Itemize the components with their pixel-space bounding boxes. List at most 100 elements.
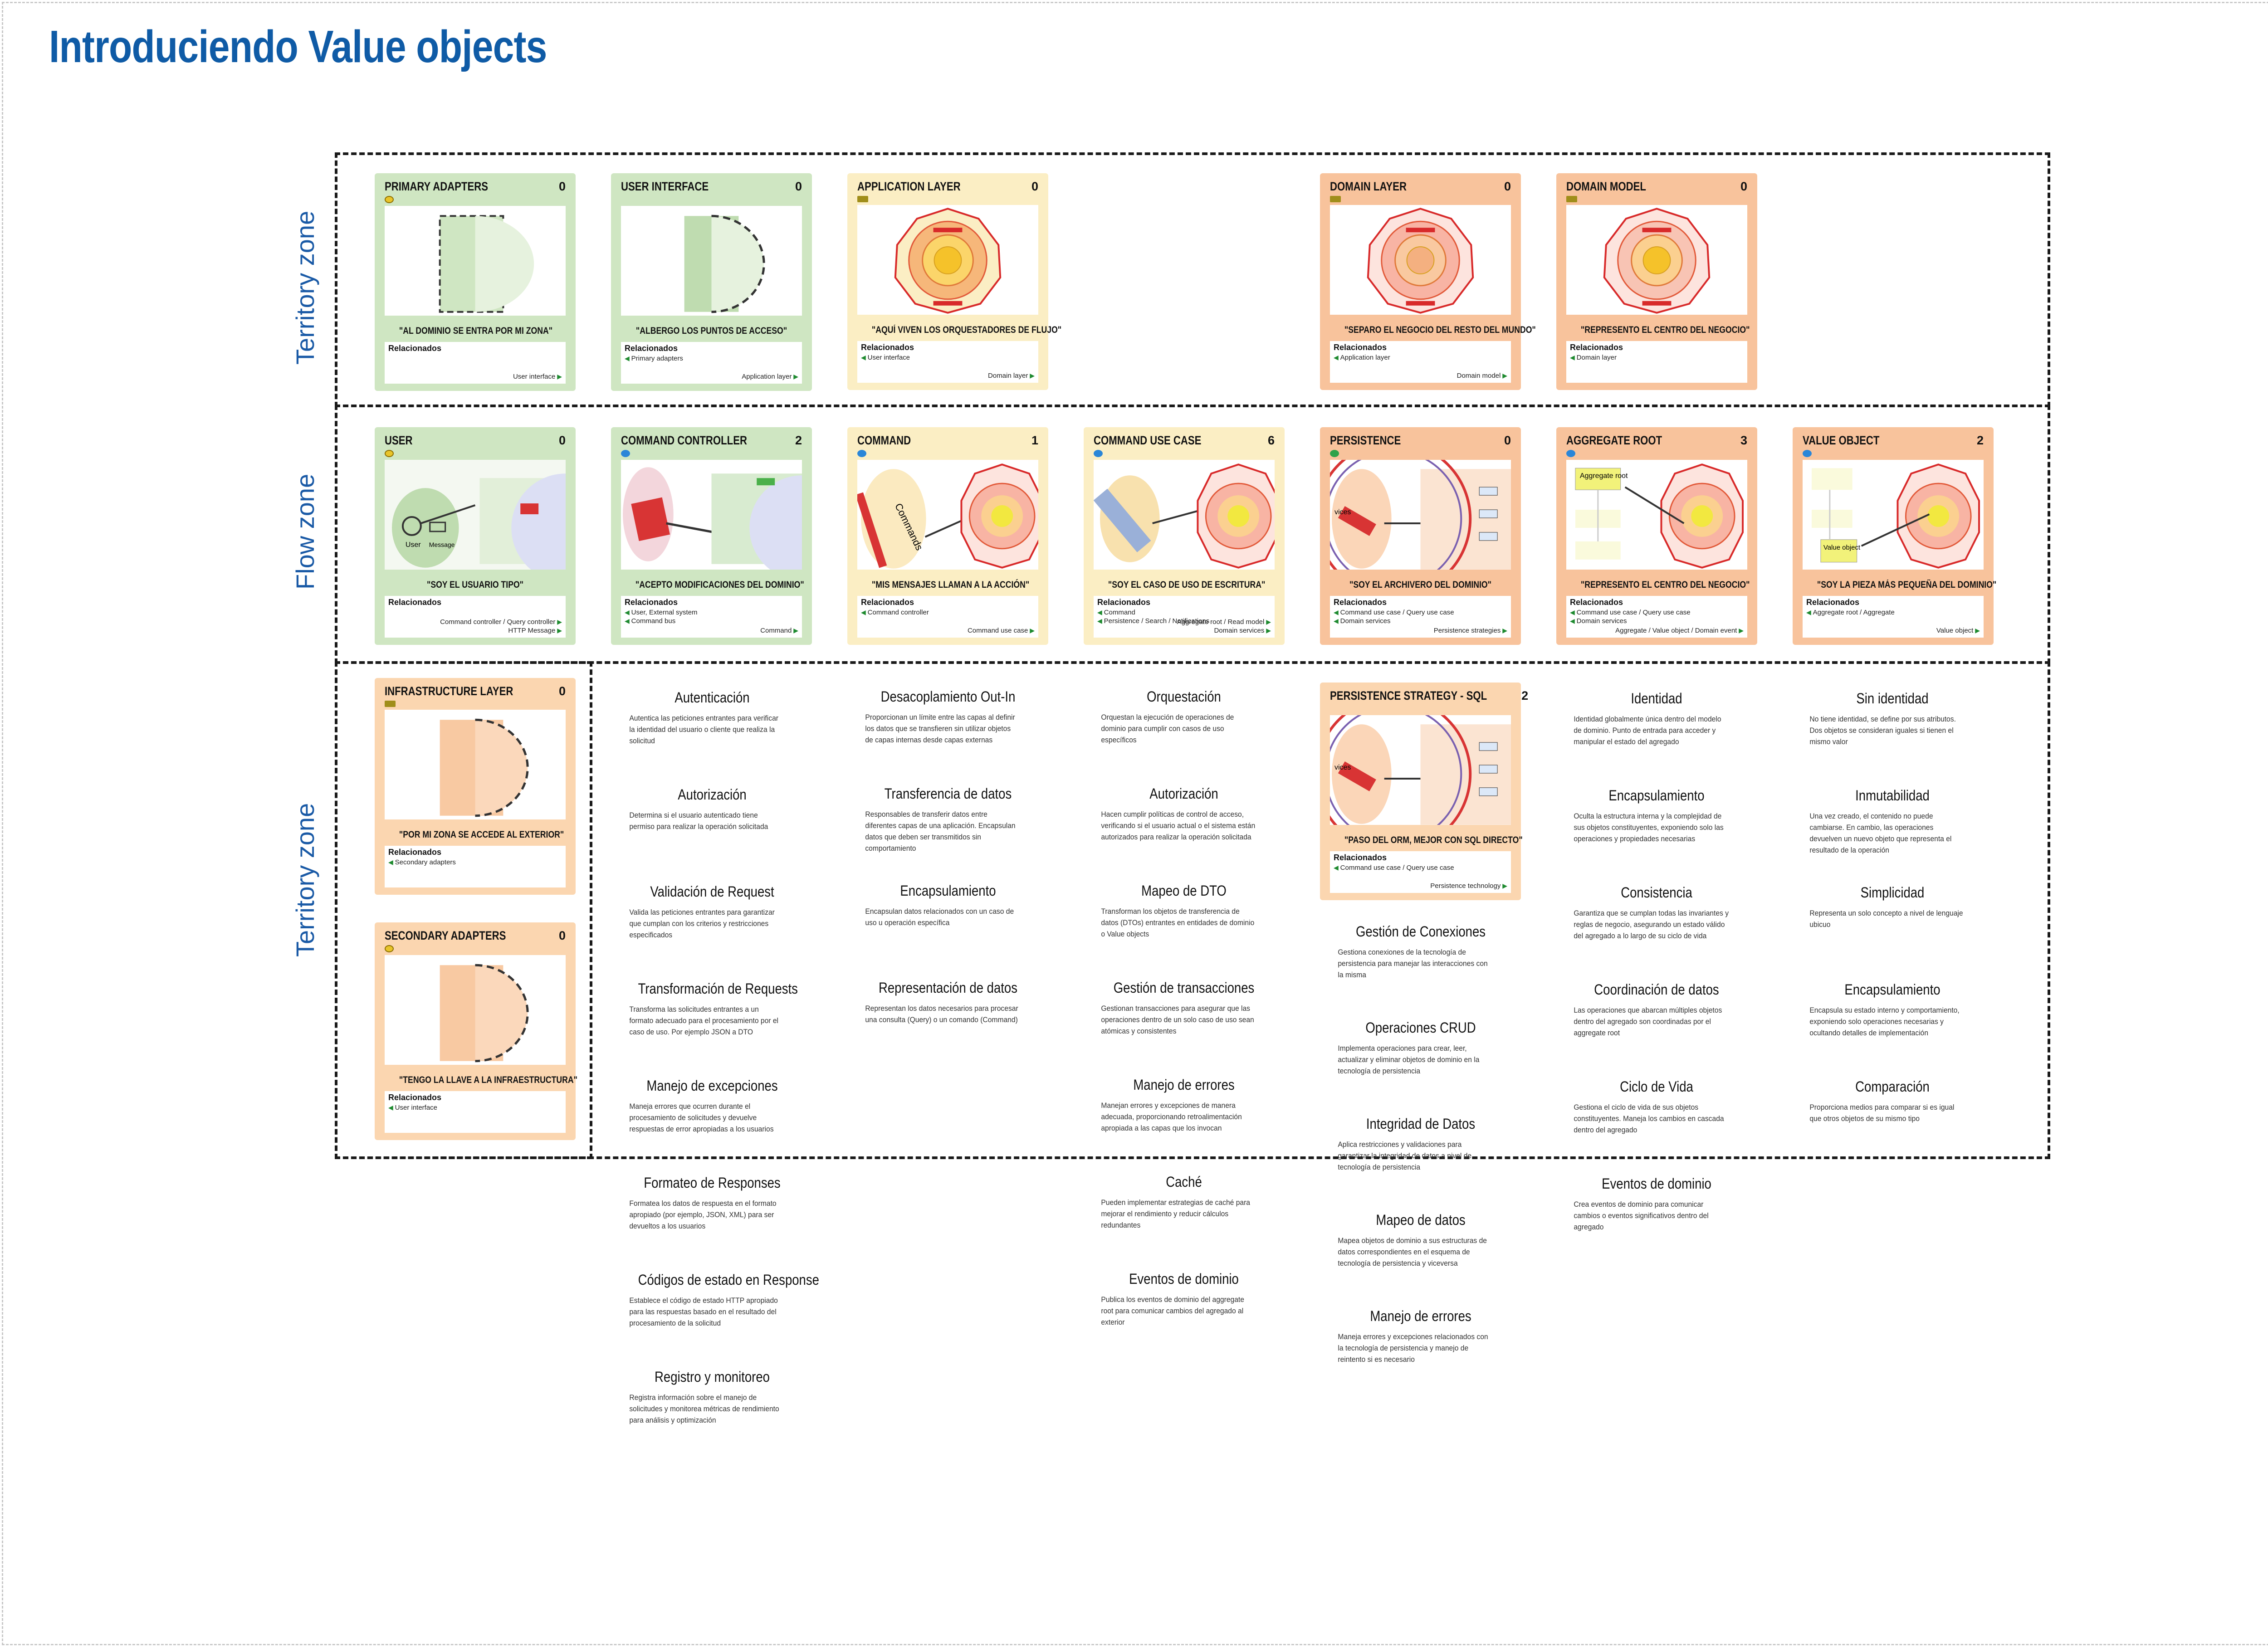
note-text: Responsables de transferir datos entre d… [865, 810, 1016, 853]
note-text: Formatea los datos de respuesta en el fo… [629, 1199, 777, 1230]
related-left-link[interactable]: Secondary adapters [388, 858, 456, 866]
related-right-link[interactable]: Domain layer [988, 372, 1035, 380]
note-col6[interactable]: Sin identidad No tiene identidad, se def… [1806, 690, 1979, 747]
note-col1[interactable]: Códigos de estado en Response Establece … [626, 1272, 819, 1329]
related-right-link[interactable]: Persistence technology [1430, 882, 1507, 890]
note-col1[interactable]: Formateo de Responses Formatea los datos… [626, 1175, 798, 1232]
related-right-link[interactable]: Command [760, 627, 798, 634]
note-title: Ciclo de Vida [1620, 1078, 1693, 1095]
related-left-link[interactable]: Command [1097, 609, 1135, 616]
related-right-link[interactable]: Application layer [742, 373, 798, 380]
note-col4[interactable]: Manejo de errores Maneja errores y excep… [1334, 1308, 1507, 1365]
note-col3[interactable]: Orquestación Orquestan la ejecución de o… [1098, 688, 1270, 746]
card-value-object[interactable]: VALUE OBJECT 2 Value object "SOY LA PIEZ… [1793, 427, 1996, 645]
note-col1[interactable]: Registro y monitoreo Registra informació… [626, 1369, 798, 1426]
note-col4[interactable]: Operaciones CRUD Implementa operaciones … [1334, 1019, 1507, 1077]
note-col6[interactable]: Encapsulamiento Encapsula su estado inte… [1806, 981, 1979, 1039]
note-col5[interactable]: Identidad Identidad globalmente única de… [1570, 690, 1743, 747]
note-col4[interactable]: Integridad de Datos Aplica restricciones… [1334, 1116, 1507, 1173]
related-left-link[interactable]: Domain layer [1570, 354, 1617, 361]
note-col6[interactable]: Simplicidad Representa un solo concepto … [1806, 884, 1979, 930]
note-col3[interactable]: Gestión de transacciones Gestionan trans… [1098, 980, 1270, 1037]
card-related-box: Relacionados User interface [385, 342, 566, 384]
related-left-link[interactable]: Primary adapters [625, 355, 683, 362]
note-col2[interactable]: Encapsulamiento Encapsulan datos relacio… [862, 883, 1034, 928]
note-col5[interactable]: Coordinación de datos Las operaciones qu… [1570, 981, 1743, 1039]
related-left-link[interactable]: Aggregate root / Aggregate [1806, 609, 1895, 616]
card-command-controller[interactable]: COMMAND CONTROLLER 2 "ACEPTO MODIFICACIO… [611, 427, 812, 645]
related-right-link[interactable]: User interface [513, 373, 562, 380]
related-right-link[interactable]: Aggregate / Value object / Domain event [1615, 627, 1744, 634]
related-heading: Relacionados [388, 1093, 442, 1102]
note-col3[interactable]: Mapeo de DTO Transforman los objetos de … [1098, 883, 1270, 940]
card-domain-layer[interactable]: DOMAIN LAYER 0 "SEPARO EL NEGOCIO DEL RE… [1320, 173, 1536, 390]
related-left-link[interactable]: Command controller [861, 609, 929, 616]
related-right-link[interactable]: Command controller / Query controller [440, 618, 562, 626]
card-quote: "TENGO LA LLAVE A LA INFRAESTRUCTURA" [399, 1075, 577, 1085]
related-left-link[interactable]: Command use case / Query use case [1334, 609, 1454, 616]
card-quote: "SOY EL ARCHIVERO DEL DOMINIO" [1349, 580, 1492, 590]
related-left-link[interactable]: User interface [388, 1104, 437, 1112]
card-related-box: Relacionados Secondary adapters [385, 846, 566, 887]
note-col1[interactable]: Autenticación Autentica las peticiones e… [626, 689, 798, 746]
note-col2[interactable]: Transferencia de datos Responsables de t… [862, 785, 1034, 854]
note-col3[interactable]: Eventos de dominio Publica los eventos d… [1098, 1271, 1270, 1328]
note-col5[interactable]: Eventos de dominio Crea eventos de domin… [1570, 1175, 1743, 1233]
note-col1[interactable]: Autorización Determina si el usuario aut… [626, 786, 798, 832]
note-col1[interactable]: Transformación de Requests Transforma la… [626, 980, 798, 1038]
related-right-link[interactable]: Persistence strategies [1434, 627, 1507, 634]
card-persistence-strategy-sql[interactable]: PERSISTENCE STRATEGY - SQL 2 vices "PASO… [1320, 683, 1528, 900]
card-count: 0 [1504, 434, 1511, 447]
note-col4[interactable]: Gestión de Conexiones Gestiona conexione… [1334, 923, 1507, 980]
related-left-link[interactable]: Application layer [1334, 354, 1390, 361]
note-col6[interactable]: Comparación Proporciona medios para comp… [1806, 1078, 1979, 1124]
note-col2[interactable]: Representación de datos Representan los … [862, 980, 1034, 1025]
card-count: 0 [558, 929, 566, 942]
related-left-link[interactable]: Command use case / Query use case [1334, 864, 1454, 872]
card-secondary-adapters[interactable]: SECONDARY ADAPTERS 0 "TENGO LA LLAVE A L… [375, 922, 577, 1140]
related-right-link[interactable]: HTTP Message [508, 627, 562, 634]
note-text: Transforman los objetos de transferencia… [1101, 907, 1255, 938]
card-command[interactable]: COMMAND 1 Commands "MIS MENSAJES LLAMAN … [847, 427, 1048, 645]
note-col3[interactable]: Autorización Hacen cumplir políticas de … [1098, 785, 1270, 843]
related-left-link[interactable]: User interface [861, 354, 910, 361]
folder-icon [1330, 196, 1341, 202]
card-application-layer[interactable]: APPLICATION LAYER 0 "AQUÍ VIVEN LOS ORQU… [847, 173, 1061, 390]
card-aggregate-root[interactable]: AGGREGATE ROOT 3 Aggregate root "REPRESE… [1556, 427, 1757, 645]
related-left-link[interactable]: User, External system [625, 609, 698, 616]
card-user-interface[interactable]: USER INTERFACE 0 "ALBERGO LOS PUNTOS DE … [611, 173, 812, 391]
related-heading: Relacionados [1570, 343, 1623, 352]
related-right-link[interactable]: Command use case [968, 627, 1035, 634]
card-related-box: Relacionados User interface Domain layer [857, 341, 1038, 383]
note-col1[interactable]: Manejo de excepciones Maneja errores que… [626, 1078, 798, 1135]
related-left-link[interactable]: Domain services [1334, 617, 1391, 625]
card-persistence[interactable]: PERSISTENCE 0 vices "SOY EL ARCHIVERO DE… [1320, 427, 1521, 645]
page-title: Introduciendo Value objects [49, 21, 547, 72]
related-left-link[interactable]: Domain services [1570, 617, 1627, 625]
related-right-link[interactable]: Value object [1936, 627, 1980, 634]
note-col3[interactable]: Caché Pueden implementar estrategias de … [1098, 1174, 1270, 1231]
note-col5[interactable]: Ciclo de Vida Gestiona el ciclo de vida … [1570, 1078, 1743, 1136]
note-col5[interactable]: Consistencia Garantiza que se cumplan to… [1570, 884, 1743, 941]
card-domain-model[interactable]: DOMAIN MODEL 0 "REPRESENTO EL CENTRO DEL… [1556, 173, 1757, 390]
card-infrastructure-layer[interactable]: INFRASTRUCTURE LAYER 0 "POR MI ZONA SE A… [375, 678, 576, 895]
related-left-link[interactable]: Command bus [625, 617, 675, 625]
card-count: 2 [1521, 689, 1529, 702]
note-col5[interactable]: Encapsulamiento Oculta la estructura int… [1570, 787, 1743, 844]
note-col3[interactable]: Manejo de errores Manejan errores y exce… [1098, 1077, 1270, 1134]
related-right-link[interactable]: Domain model [1457, 372, 1507, 380]
related-right-link[interactable]: Domain services [1214, 627, 1271, 634]
related-right-link[interactable]: Aggregate root / Read model [1177, 618, 1271, 626]
card-command-use-case[interactable]: COMMAND USE CASE 6 "SOY EL CASO DE USO D… [1084, 427, 1285, 645]
note-title: Consistencia [1621, 884, 1692, 901]
card-primary-adapters[interactable]: PRIMARY ADAPTERS 0 "AL DOMINIO SE ENTRA … [375, 173, 576, 391]
related-right-list: Command controller / Query controllerHTT… [440, 618, 562, 635]
related-left-link[interactable]: Command use case / Query use case [1570, 609, 1691, 616]
card-quote: "ALBERGO LOS PUNTOS DE ACCESO" [635, 326, 787, 336]
note-col1[interactable]: Validación de Request Valida las peticio… [626, 883, 798, 941]
related-left-link[interactable]: Persistence / Search / Notifications [1097, 617, 1209, 625]
note-col2[interactable]: Desacoplamiento Out-In Proporcionan un l… [862, 688, 1034, 746]
note-col4[interactable]: Mapeo de datos Mapea objetos de dominio … [1334, 1212, 1507, 1269]
note-col6[interactable]: Inmutabilidad Una vez creado, el conteni… [1806, 787, 1979, 856]
card-user[interactable]: USER 0 User Message "SOY EL USUARIO TIPO"… [375, 427, 576, 645]
